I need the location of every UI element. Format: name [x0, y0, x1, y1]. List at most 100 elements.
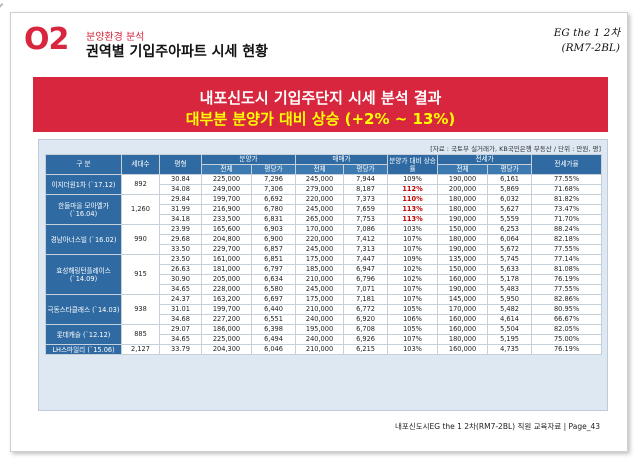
- table-cell: 7,071: [343, 284, 389, 295]
- table-cell: 190,000: [437, 214, 489, 225]
- table-row: 31.01 199,700 6,440 210,000 6,772 105% 170,000…: [46, 304, 603, 315]
- households-cell: 938: [121, 294, 160, 325]
- table-cell: 6,900: [250, 234, 297, 245]
- table-cell: 199,700: [201, 304, 252, 315]
- table-cell: 29.68: [159, 234, 202, 245]
- complex-name: 롯데캐슬 (`12.12): [45, 324, 122, 345]
- table-cell: 135,000: [437, 254, 489, 265]
- table-cell: 233,500: [201, 214, 252, 225]
- table-row: 극동스타클래스 (`14.03) 938 24.37 163,200 6,697 175,…: [45, 294, 603, 325]
- table-cell: 33.50: [159, 244, 202, 255]
- table-cell: 5,504: [487, 324, 533, 335]
- table-cell: 245,000: [295, 204, 345, 215]
- table-cell: 186,000: [201, 324, 252, 335]
- table-cell: 5,483: [487, 284, 533, 295]
- table-cell: 80.95%: [531, 304, 603, 315]
- table-cell: 5,482: [487, 304, 533, 315]
- table-cell: 7,306: [250, 184, 297, 195]
- households-cell: 915: [121, 254, 160, 295]
- table-cell: 107%: [387, 284, 439, 295]
- table-cell: 210,000: [295, 304, 345, 315]
- table-cell: 5,627: [487, 204, 533, 215]
- table-cell: 103%: [387, 344, 439, 355]
- page-footer: 내포신도시EG the 1 2차(RM7-2BL) 직원 교육자료 | Page…: [395, 422, 600, 431]
- table-cell: 34.65: [159, 284, 202, 295]
- section-title: 권역별 기입주아파트 시세 현황: [86, 44, 269, 60]
- table-row: 33.50 229,700 6,857 245,000 7,313 107% 190,000…: [46, 244, 603, 255]
- header-trade-price: 매매가: [295, 154, 389, 165]
- table-row: 34.65 228,000 6,580 245,000 7,071 107% 190,000…: [46, 284, 603, 295]
- table-cell: 6,253: [487, 224, 533, 235]
- complex-name: 경남아너스빌 (`16.02): [45, 224, 122, 255]
- table-cell: 106%: [387, 314, 439, 325]
- table-cell: 240,000: [295, 314, 345, 325]
- table-row: 34.18 233,500 6,831 265,000 7,753 113% 190,000…: [46, 214, 603, 225]
- header-rise-rate: 분양가 대비 상승률: [387, 154, 439, 175]
- header-households: 세대수: [121, 154, 160, 175]
- table-row: 26.63 181,000 6,797 185,000 6,947 102% 150,000…: [46, 264, 603, 275]
- table-cell: 24.37: [159, 294, 202, 305]
- complex-name: 한들마을 모아엘가 (`16.04): [45, 194, 122, 225]
- table-cell: 175,000: [295, 294, 345, 305]
- table-cell: 170,000: [295, 224, 345, 235]
- table-cell: 180,000: [437, 234, 489, 245]
- table-cell: 102%: [387, 264, 439, 275]
- table-cell: 229,700: [201, 244, 252, 255]
- table-cell: 34.68: [159, 314, 202, 325]
- header-complex: 구 분: [45, 154, 122, 175]
- table-cell: 82.05%: [531, 324, 603, 335]
- table-cell: 66.67%: [531, 314, 603, 325]
- table-cell: 160,000: [437, 314, 489, 325]
- table-cell: 161,000: [201, 254, 252, 265]
- table-cell: 29.84: [159, 194, 202, 205]
- complex-name: LH스마일리 (`15.06): [45, 344, 122, 355]
- table-cell: 110%: [387, 194, 439, 205]
- complex-name: 이지더원1차 (`17.12): [45, 174, 122, 195]
- table-row: 29.68 204,800 6,900 220,000 7,412 107% 180,000…: [46, 234, 603, 245]
- table-cell: 76.19%: [531, 274, 603, 285]
- table-cell: 220,000: [295, 194, 345, 205]
- table-cell: 113%: [387, 204, 439, 215]
- table-cell: 180,000: [437, 334, 489, 345]
- table-cell: 7,944: [343, 174, 389, 185]
- table-cell: 105%: [387, 304, 439, 315]
- table-cell: 6,831: [250, 214, 297, 225]
- table-cell: 77.55%: [531, 284, 603, 295]
- table-cell: 6,947: [343, 264, 389, 275]
- table-cell: 5,745: [487, 254, 533, 265]
- table-cell: 150,000: [437, 264, 489, 275]
- table-cell: 33.79: [159, 344, 202, 355]
- table-cell: 6,920: [343, 314, 389, 325]
- table-cell: 265,000: [295, 214, 345, 225]
- table-cell: 30.84: [159, 174, 202, 185]
- table-cell: 6,215: [343, 344, 389, 355]
- table-cell: 5,950: [487, 294, 533, 305]
- table-cell: 107%: [387, 234, 439, 245]
- table-cell: 7,086: [343, 224, 389, 235]
- table-cell: 88.24%: [531, 224, 603, 235]
- table-cell: 71.68%: [531, 184, 603, 195]
- table-cell: 8,187: [343, 184, 389, 195]
- table-cell: 210,000: [295, 274, 345, 285]
- table-cell: 6,780: [250, 204, 297, 215]
- table-cell: 220,000: [295, 234, 345, 245]
- table-cell: 7,181: [343, 294, 389, 305]
- table-cell: 245,000: [295, 284, 345, 295]
- table-cell: 181,000: [201, 264, 252, 275]
- table-cell: 6,697: [250, 294, 297, 305]
- table-cell: 175,000: [295, 254, 345, 265]
- header-sale-per-pyeong: 평당가: [250, 164, 297, 175]
- table-cell: 180,000: [437, 204, 489, 215]
- table-cell: 6,046: [250, 344, 297, 355]
- table-cell: 6,580: [250, 284, 297, 295]
- table-cell: 7,412: [343, 234, 389, 245]
- table-cell: 190,000: [437, 284, 489, 295]
- table-cell: 5,633: [487, 264, 533, 275]
- table-cell: 160,000: [437, 324, 489, 335]
- table-cell: 23.99: [159, 224, 202, 235]
- table-row: 경남아너스빌 (`16.02) 990 23.99 165,600 6,903 170,0…: [45, 224, 603, 255]
- table-cell: 180,000: [437, 194, 489, 205]
- table-cell: 4,735: [487, 344, 533, 355]
- table-cell: 31.01: [159, 304, 202, 315]
- model-label: EG the 1 2차 (RM7-2BL): [554, 26, 620, 56]
